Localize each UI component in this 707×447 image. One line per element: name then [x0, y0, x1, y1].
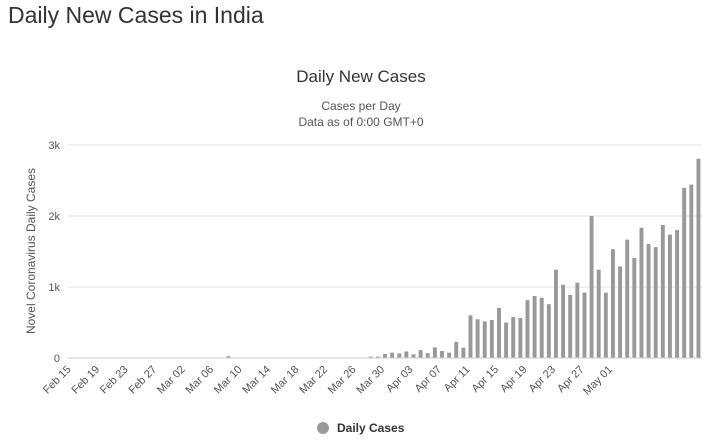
bar[interactable]	[454, 341, 459, 358]
bar[interactable]	[383, 354, 387, 358]
x-tick-label: Mar 18	[269, 364, 302, 397]
x-tick-label: Apr 23	[527, 364, 558, 395]
bar[interactable]	[625, 239, 630, 358]
y-tick-label: 0	[54, 353, 60, 365]
bar[interactable]	[618, 266, 623, 358]
bar[interactable]	[682, 187, 687, 358]
bar[interactable]	[675, 230, 680, 358]
bar[interactable]	[475, 319, 480, 358]
bar[interactable]	[489, 319, 494, 358]
y-axis-label: Novel Coronavirus Daily Cases	[24, 168, 38, 334]
bar[interactable]	[404, 351, 409, 358]
y-tick-label: 2k	[48, 211, 60, 223]
bar[interactable]	[589, 216, 594, 358]
x-tick-label: Feb 15	[41, 364, 74, 397]
bar[interactable]	[390, 352, 395, 358]
bar[interactable]	[425, 353, 430, 358]
x-tick-label: Mar 14	[240, 364, 273, 397]
x-tick-label: Apr 15	[470, 364, 501, 395]
bar[interactable]	[554, 269, 558, 358]
bar-series	[226, 158, 701, 358]
x-tick-label: May 01	[581, 364, 615, 398]
y-axis-ticks: 0 1k 2k 3k	[48, 140, 60, 365]
bar[interactable]	[568, 295, 573, 358]
bar[interactable]	[546, 304, 551, 358]
x-tick-label: Mar 06	[183, 364, 216, 397]
bar[interactable]	[696, 158, 701, 358]
chart-subtitle: Cases per Day	[321, 99, 400, 113]
bar[interactable]	[610, 249, 615, 358]
bar[interactable]	[461, 347, 466, 358]
bar[interactable]	[432, 347, 437, 358]
bar[interactable]	[582, 292, 587, 358]
bar[interactable]	[639, 227, 644, 358]
legend-marker	[317, 422, 329, 434]
bar[interactable]	[482, 321, 487, 358]
y-tick-label: 3k	[48, 140, 60, 152]
bar[interactable]	[468, 315, 473, 358]
bar[interactable]	[646, 243, 651, 358]
bar[interactable]	[653, 247, 658, 358]
x-tick-label: Feb 23	[98, 364, 131, 397]
x-tick-label: Mar 22	[297, 364, 330, 397]
bar[interactable]	[504, 322, 509, 358]
x-tick-label: Mar 30	[354, 364, 387, 397]
bar[interactable]	[575, 282, 580, 358]
chart-title: Daily New Cases	[296, 67, 425, 86]
legend[interactable]: Daily Cases	[317, 421, 405, 435]
bar[interactable]	[632, 258, 637, 358]
bar[interactable]	[518, 317, 523, 358]
bar[interactable]	[368, 356, 373, 358]
x-tick-label: Apr 11	[442, 364, 473, 395]
x-tick-label: Feb 27	[126, 364, 159, 397]
x-tick-label: Feb 19	[69, 364, 102, 397]
bar[interactable]	[532, 295, 537, 358]
x-tick-label: Apr 07	[413, 364, 444, 395]
bar[interactable]	[375, 356, 380, 358]
bar[interactable]	[667, 234, 672, 358]
gridlines	[68, 144, 702, 288]
bar[interactable]	[511, 317, 516, 358]
y-tick-label: 1k	[48, 282, 60, 294]
bar[interactable]	[440, 351, 444, 358]
x-tick-label: Mar 02	[155, 364, 188, 397]
bar[interactable]	[603, 292, 608, 358]
x-tick-label: Apr 03	[384, 364, 415, 395]
bar[interactable]	[226, 356, 231, 358]
x-tick-label: Mar 26	[326, 364, 359, 397]
bar[interactable]	[596, 269, 601, 358]
x-tick-label: Mar 10	[212, 364, 245, 397]
bar[interactable]	[418, 350, 423, 358]
bar[interactable]	[411, 354, 416, 358]
bar[interactable]	[539, 297, 544, 358]
bar[interactable]	[525, 300, 530, 358]
page-title: Daily New Cases in India	[8, 2, 264, 28]
bar[interactable]	[497, 307, 501, 358]
bar[interactable]	[561, 284, 566, 358]
bar[interactable]	[660, 225, 665, 358]
x-tick-label: Apr 19	[498, 364, 529, 395]
bar[interactable]	[397, 353, 402, 358]
bar[interactable]	[447, 352, 452, 358]
bar[interactable]	[689, 184, 694, 358]
chart-subtitle-2: Data as of 0:00 GMT+0	[298, 115, 423, 129]
legend-label: Daily Cases	[337, 421, 405, 435]
